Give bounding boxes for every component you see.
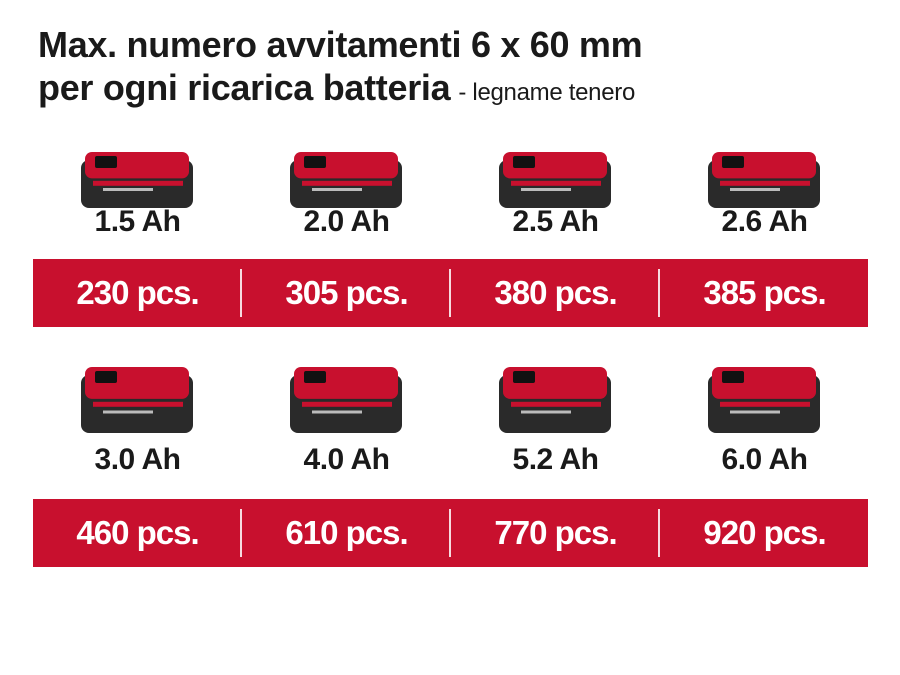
battery-image xyxy=(290,152,402,208)
count-label: 920 pcs. xyxy=(703,514,826,551)
capacity-label: 2.6 Ah xyxy=(721,205,808,238)
capacity-label: 6.0 Ah xyxy=(721,443,808,476)
count-label: 230 pcs. xyxy=(76,274,199,311)
battery-image xyxy=(499,367,611,433)
count-label: 460 pcs. xyxy=(76,514,199,551)
separator xyxy=(449,509,451,557)
count-label: 610 pcs. xyxy=(285,514,408,551)
subtitle: - legname tenero xyxy=(458,79,636,106)
count-label: 380 pcs. xyxy=(494,274,617,311)
count-label: 385 pcs. xyxy=(703,274,826,311)
battery-image xyxy=(708,152,820,208)
battery-image xyxy=(499,152,611,208)
count-label: 770 pcs. xyxy=(494,514,617,551)
capacity-label: 2.5 Ah xyxy=(512,205,599,238)
separator xyxy=(658,269,660,317)
capacity-label: 2.0 Ah xyxy=(303,205,390,238)
title-line: per ogni ricarica batteria xyxy=(38,67,451,108)
title-line: per ogni ricarica batteria - legname tene… xyxy=(38,67,635,109)
battery-image xyxy=(81,367,193,433)
separator xyxy=(658,509,660,557)
capacity-label: 5.2 Ah xyxy=(512,443,599,476)
count-band: 230 pcs. 305 pcs. 380 pcs. 385 pcs. xyxy=(33,259,868,327)
battery-image xyxy=(708,367,820,433)
separator xyxy=(240,269,242,317)
count-band: 460 pcs. 610 pcs. 770 pcs. 920 pcs. xyxy=(33,499,868,567)
separator xyxy=(449,269,451,317)
battery-image xyxy=(290,367,402,433)
separator xyxy=(240,509,242,557)
count-label: 305 pcs. xyxy=(285,274,408,311)
battery-image xyxy=(81,152,193,208)
capacity-label: 1.5 Ah xyxy=(94,205,181,238)
capacity-label: 3.0 Ah xyxy=(94,443,181,476)
title-line: Max. numero avvitamenti 6 x 60 mm xyxy=(38,24,643,65)
capacity-label: 4.0 Ah xyxy=(303,443,390,476)
